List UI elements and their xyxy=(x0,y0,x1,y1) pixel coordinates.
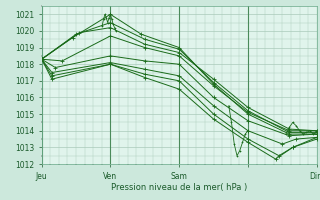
X-axis label: Pression niveau de la mer( hPa ): Pression niveau de la mer( hPa ) xyxy=(111,183,247,192)
